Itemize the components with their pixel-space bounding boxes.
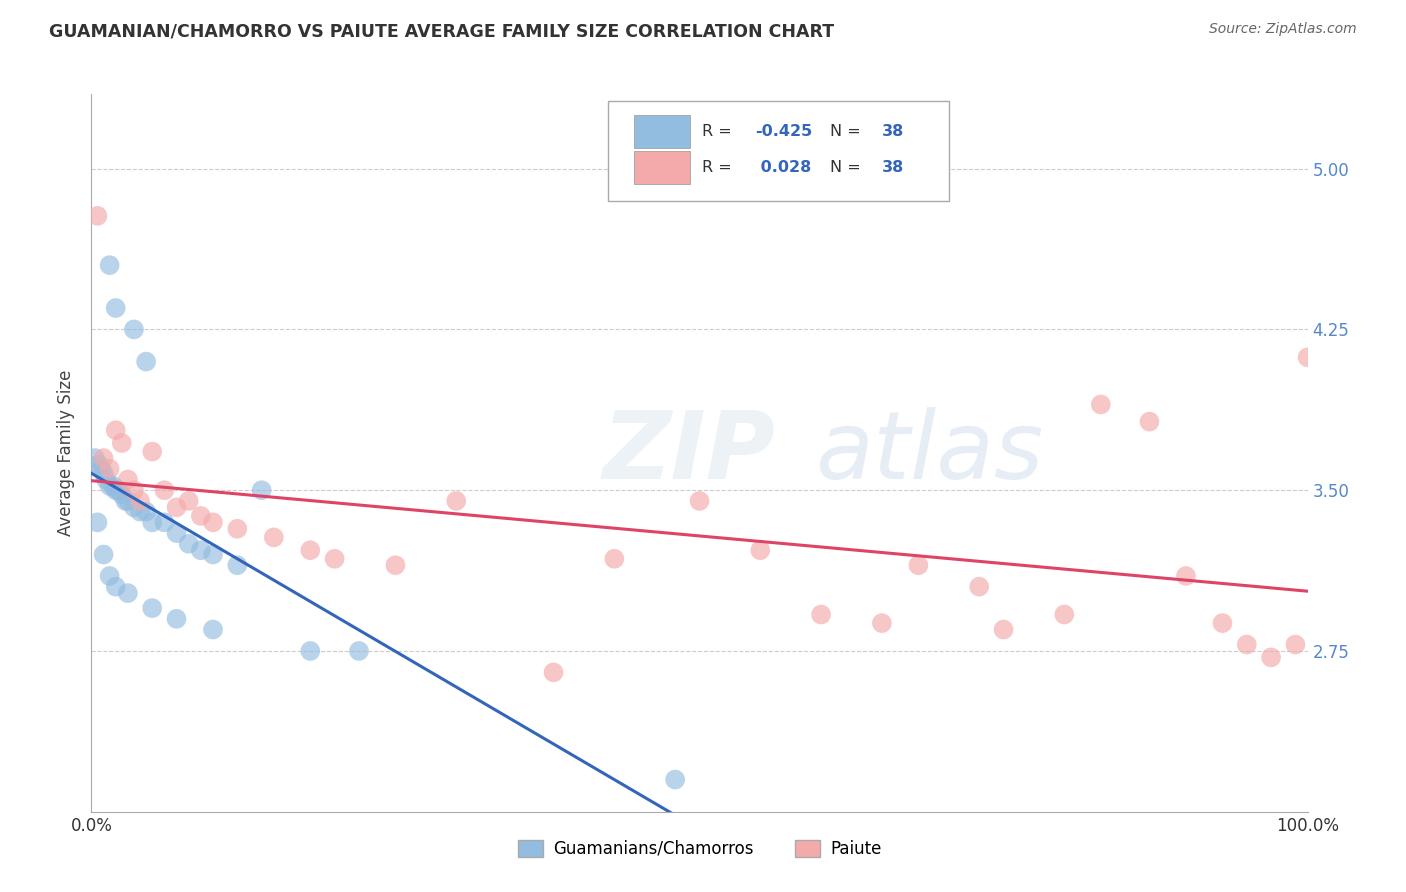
Text: N =: N = <box>830 161 866 175</box>
Point <box>299 543 322 558</box>
Point <box>93 466 115 480</box>
Point <box>907 558 929 573</box>
Point <box>226 558 249 573</box>
Point <box>347 644 370 658</box>
Point <box>107 483 129 498</box>
Point <box>749 543 772 558</box>
Point <box>117 473 139 487</box>
Point <box>190 543 212 558</box>
Text: GUAMANIAN/CHAMORRO VS PAIUTE AVERAGE FAMILY SIZE CORRELATION CHART: GUAMANIAN/CHAMORRO VS PAIUTE AVERAGE FAM… <box>49 22 834 40</box>
Point <box>86 209 108 223</box>
Text: R =: R = <box>702 161 737 175</box>
Point <box>323 551 346 566</box>
Point <box>543 665 565 680</box>
Point <box>114 494 136 508</box>
Text: N =: N = <box>830 124 866 139</box>
Point <box>135 505 157 519</box>
FancyBboxPatch shape <box>634 151 690 184</box>
Point <box>177 494 200 508</box>
Point <box>202 516 225 530</box>
Text: R =: R = <box>702 124 737 139</box>
Point <box>122 322 145 336</box>
Point <box>1053 607 1076 622</box>
Point <box>94 473 117 487</box>
Point <box>1175 569 1198 583</box>
Point <box>98 258 121 272</box>
Point <box>166 526 188 541</box>
Point <box>117 586 139 600</box>
Point <box>104 301 127 315</box>
Text: 0.028: 0.028 <box>755 161 811 175</box>
Point <box>1090 397 1112 411</box>
Point <box>98 569 121 583</box>
Point <box>104 580 127 594</box>
Point <box>93 548 115 562</box>
Point <box>384 558 406 573</box>
Point <box>1139 415 1161 429</box>
Point <box>98 462 121 476</box>
Point <box>141 444 163 458</box>
Text: ZIP: ZIP <box>602 407 775 499</box>
Point <box>129 494 152 508</box>
Point <box>1236 638 1258 652</box>
Y-axis label: Average Family Size: Average Family Size <box>58 369 76 536</box>
Point <box>166 612 188 626</box>
Text: 38: 38 <box>882 161 904 175</box>
Legend: Guamanians/Chamorros, Paiute: Guamanians/Chamorros, Paiute <box>510 833 889 864</box>
Point <box>226 522 249 536</box>
Point <box>111 436 134 450</box>
Point <box>177 537 200 551</box>
Point <box>1284 638 1306 652</box>
Point <box>135 354 157 368</box>
Point <box>111 487 134 501</box>
Point <box>122 500 145 515</box>
Point <box>103 479 125 493</box>
Point <box>141 601 163 615</box>
Point <box>202 623 225 637</box>
Point <box>810 607 832 622</box>
Point <box>1296 351 1319 365</box>
Point <box>250 483 273 498</box>
Point <box>603 551 626 566</box>
Text: 38: 38 <box>882 124 904 139</box>
Point <box>153 483 176 498</box>
Point <box>664 772 686 787</box>
Point <box>153 516 176 530</box>
FancyBboxPatch shape <box>609 101 949 202</box>
Point <box>129 505 152 519</box>
Point <box>93 451 115 466</box>
Point <box>87 458 110 472</box>
Text: Source: ZipAtlas.com: Source: ZipAtlas.com <box>1209 22 1357 37</box>
Point <box>993 623 1015 637</box>
Point <box>104 483 127 498</box>
Point <box>90 462 112 476</box>
Point <box>444 494 467 508</box>
FancyBboxPatch shape <box>634 115 690 148</box>
Point <box>117 494 139 508</box>
Point <box>967 580 990 594</box>
Point <box>202 548 225 562</box>
Point <box>98 479 121 493</box>
Point <box>84 451 107 466</box>
Point <box>104 423 127 437</box>
Point <box>190 508 212 523</box>
Point <box>122 483 145 498</box>
Point <box>1260 650 1282 665</box>
Point <box>870 616 893 631</box>
Text: atlas: atlas <box>815 407 1043 499</box>
Point <box>166 500 188 515</box>
Point <box>299 644 322 658</box>
Point <box>688 494 710 508</box>
Text: -0.425: -0.425 <box>755 124 813 139</box>
Point <box>1211 616 1233 631</box>
Point <box>263 530 285 544</box>
Point <box>141 516 163 530</box>
Point <box>86 516 108 530</box>
